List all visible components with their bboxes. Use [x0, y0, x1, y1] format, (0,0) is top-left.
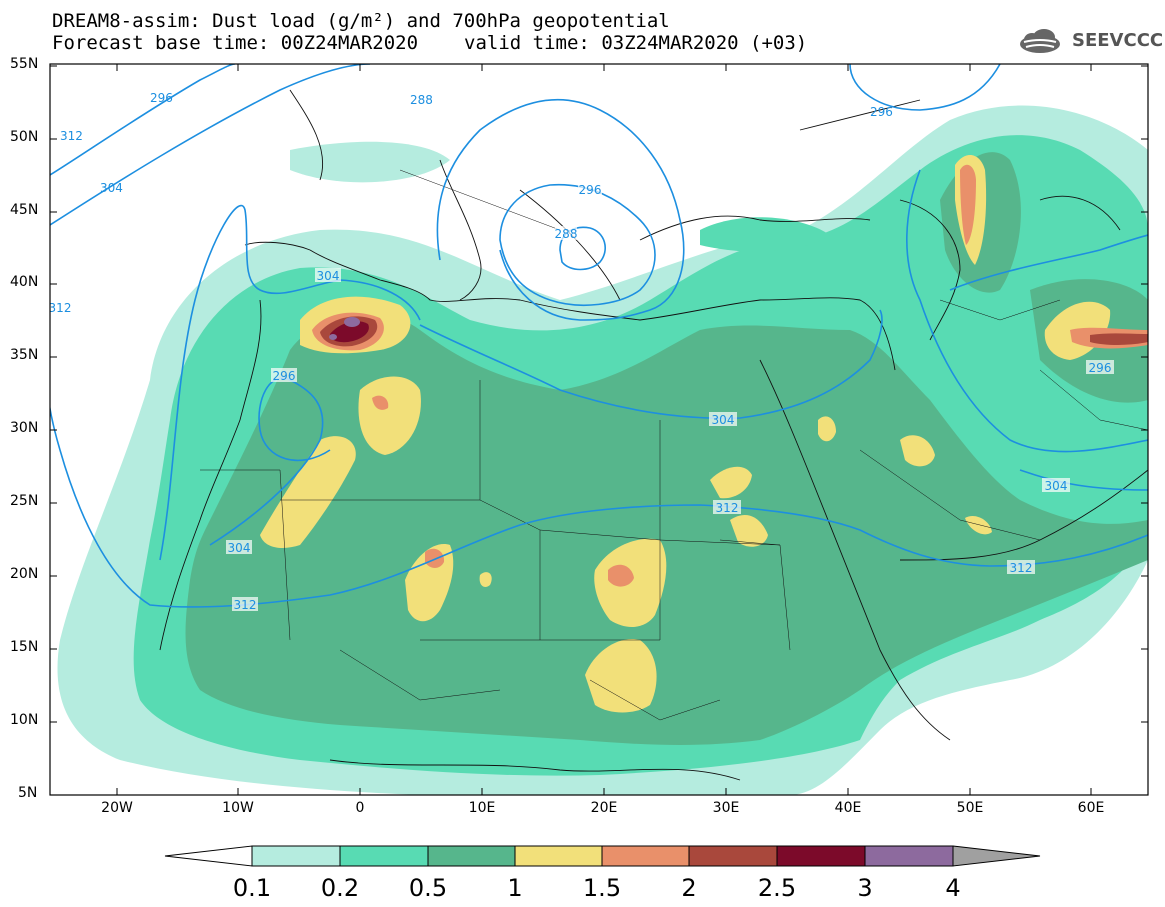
- colorbar-label: 2.5: [757, 874, 797, 902]
- lon-label: 10W: [222, 800, 254, 816]
- lat-label: 55N: [10, 56, 39, 72]
- forecast-base-time: Forecast base time: 00Z24MAR2020: [52, 32, 419, 54]
- lat-label: 20N: [10, 566, 39, 582]
- map-subtitle: Forecast base time: 00Z24MAR2020 valid ti…: [52, 32, 807, 54]
- dust-level-4: [329, 317, 360, 340]
- lon-label: 60E: [1077, 800, 1105, 816]
- colorbar-swatch-2: [688, 845, 778, 867]
- lat-label: 10N: [10, 712, 39, 728]
- svg-text:296: 296: [273, 369, 296, 383]
- colorbar-swatch-0.1: [251, 845, 341, 867]
- map-title: DREAM8-assim: Dust load (g/m²) and 700hP…: [52, 10, 670, 32]
- svg-text:296: 296: [579, 183, 602, 197]
- colorbar-label: 4: [945, 874, 961, 902]
- colorbar-swatch-3: [864, 845, 954, 867]
- colorbar: [164, 845, 1041, 867]
- lat-label: 40N: [10, 274, 39, 290]
- lon-label: 50E: [956, 800, 984, 816]
- svg-text:296: 296: [150, 91, 173, 105]
- lat-label: 25N: [10, 493, 39, 509]
- map-area: 288 296 304 312 312 304 296 288 296 304 …: [49, 64, 1148, 795]
- country-borders: [200, 169, 1148, 721]
- colorbar-label: 1: [507, 874, 523, 902]
- svg-text:304: 304: [1045, 479, 1068, 493]
- colorbar-label: 0.5: [408, 874, 448, 902]
- svg-text:312: 312: [234, 598, 257, 612]
- coastlines: [159, 89, 1148, 781]
- colorbar-label: 3: [857, 874, 873, 902]
- svg-text:288: 288: [555, 227, 578, 241]
- lon-label: 0: [355, 800, 365, 816]
- colorbar-swatch-1.5: [601, 845, 690, 867]
- colorbar-label: 2: [681, 874, 697, 902]
- svg-text:304: 304: [228, 541, 251, 555]
- lon-label: 40E: [834, 800, 862, 816]
- lon-label: 20E: [590, 800, 618, 816]
- valid-time: valid time: 03Z24MAR2020 (+03): [464, 32, 808, 54]
- lat-label: 5N: [18, 785, 38, 801]
- svg-text:312: 312: [60, 129, 83, 143]
- svg-text:304: 304: [100, 181, 123, 195]
- colorbar-label: 0.2: [320, 874, 360, 902]
- cloud-icon: [1020, 29, 1060, 53]
- svg-text:288: 288: [410, 93, 433, 107]
- dust-level-3: [330, 321, 369, 343]
- lat-label: 50N: [10, 129, 39, 145]
- svg-text:312: 312: [1010, 561, 1033, 575]
- lat-label: 15N: [10, 639, 39, 655]
- colorbar-label: 0.1: [232, 874, 272, 902]
- colorbar-swatch-2.5: [776, 845, 866, 867]
- colorbar-label: 1.5: [582, 874, 622, 902]
- lon-label: 30E: [712, 800, 740, 816]
- svg-text:312: 312: [49, 301, 72, 315]
- lat-label: 45N: [10, 202, 39, 218]
- colorbar-max-arrow: [952, 845, 1041, 867]
- colorbar-swatch-0.5: [427, 845, 516, 867]
- svg-text:296: 296: [1089, 361, 1112, 375]
- svg-text:296: 296: [870, 105, 893, 119]
- contour-labels: 288 296 304 312 312 304 296 288 296 304 …: [49, 91, 1114, 612]
- lon-label: 10E: [468, 800, 496, 816]
- logo-text: SEEVCCC: [1072, 30, 1164, 51]
- colorbar-swatch-0.2: [339, 845, 429, 867]
- svg-text:304: 304: [712, 413, 735, 427]
- lat-label: 35N: [10, 347, 39, 363]
- colorbar-swatch-1: [514, 845, 603, 867]
- svg-text:312: 312: [716, 501, 739, 515]
- lon-label: 20W: [101, 800, 133, 816]
- lat-label: 30N: [10, 420, 39, 436]
- axis-ticks: [50, 64, 1148, 795]
- svg-text:304: 304: [317, 269, 340, 283]
- colorbar-min-arrow: [164, 845, 253, 867]
